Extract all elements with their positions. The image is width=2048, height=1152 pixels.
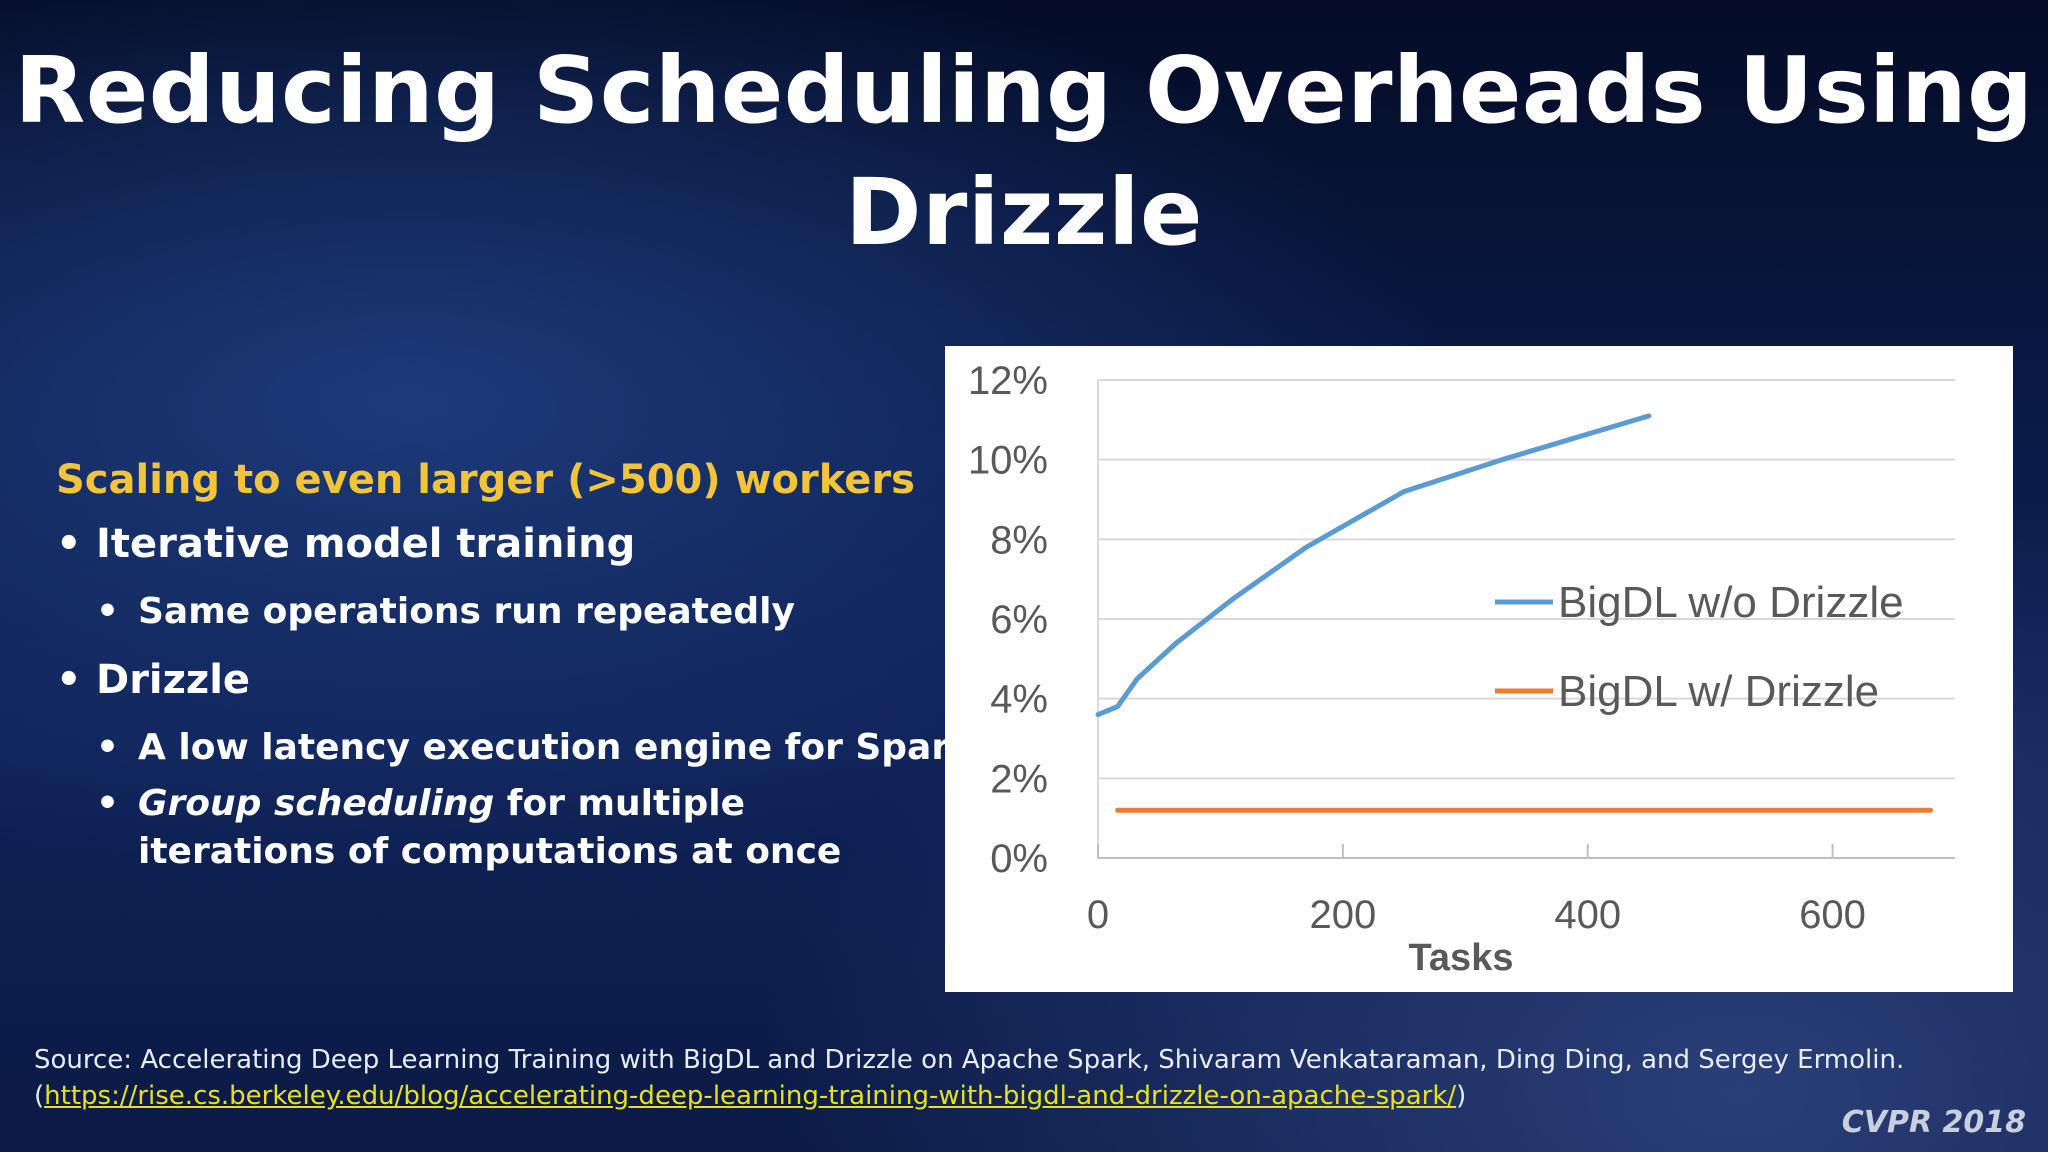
bullet-marker: •	[96, 783, 120, 824]
subbullet-group-scheduling: • Group scheduling for multiple iteratio…	[56, 780, 936, 876]
bullet-text: Drizzle	[96, 657, 251, 703]
y-tick-label: 2%	[990, 757, 1048, 801]
series-lines	[1095, 413, 1933, 813]
source-paren-close: )	[1456, 1081, 1467, 1111]
x-tick-label: 600	[1799, 893, 1866, 937]
bullet-drizzle: • Drizzle	[56, 650, 936, 710]
subbullet-text: Group scheduling for multiple iterations…	[138, 783, 841, 872]
conference-tag: CVPR 2018	[1841, 1105, 2026, 1140]
x-axis-label: Tasks	[1409, 937, 1514, 979]
y-tick-label: 6%	[990, 598, 1048, 642]
x-tick-label: 0	[1087, 893, 1109, 937]
source-link[interactable]: https://rise.cs.berkeley.edu/blog/accele…	[44, 1081, 1457, 1111]
subbullet-text: Same operations run repeatedly	[138, 591, 795, 632]
y-tick-label: 12%	[968, 359, 1048, 403]
subbullet-text: A low latency execution engine for Spark	[138, 727, 974, 768]
bullet-iterative-training: • Iterative model training	[56, 514, 936, 574]
chart-panel: 0% 2% 4% 6% 8% 10% 12% 0 200 400 600 BigDL w/o Dr…	[945, 346, 2013, 992]
bullet-text: Iterative model training	[96, 521, 636, 567]
y-tick-label: 10%	[968, 439, 1048, 483]
y-tick-label: 8%	[990, 518, 1048, 562]
y-tick-labels: 0% 2% 4% 6% 8% 10% 12%	[968, 359, 1048, 881]
x-tick-labels: 0 200 400 600	[1087, 893, 1866, 937]
slide-content: Scaling to even larger (>500) workers • …	[56, 448, 973, 876]
bullet-marker: •	[56, 657, 82, 703]
source-paren-open: (	[34, 1081, 45, 1111]
bullet-marker: •	[96, 727, 120, 768]
subbullet-same-operations: • Same operations run repeatedly	[56, 588, 936, 636]
grid-lines	[1098, 379, 1955, 780]
source-citation: Source: Accelerating Deep Learning Train…	[34, 1042, 2024, 1114]
legend-label: BigDL w/o Drizzle	[1558, 578, 1904, 627]
x-tick-label: 400	[1554, 893, 1621, 937]
series-line	[1095, 413, 1652, 718]
legend-label: BigDL w/ Drizzle	[1558, 667, 1879, 716]
y-tick-label: 0%	[990, 837, 1048, 881]
group-scheduling-term: Group scheduling	[138, 783, 495, 824]
subbullet-low-latency: • A low latency execution engine for Spa…	[56, 724, 973, 772]
y-tick-label: 4%	[990, 678, 1048, 722]
source-text: Source: Accelerating Deep Learning Train…	[34, 1045, 1905, 1075]
legend: BigDL w/o Drizzle BigDL w/ Drizzle	[1495, 578, 1904, 716]
bullet-marker: •	[56, 521, 82, 567]
x-tick-label: 200	[1309, 893, 1376, 937]
subheading: Scaling to even larger (>500) workers	[56, 457, 915, 503]
axes	[1097, 380, 1955, 859]
slide-title: Reducing Scheduling Overheads Using Driz…	[14, 37, 2034, 266]
bullet-marker: •	[96, 591, 120, 632]
line-chart: 0% 2% 4% 6% 8% 10% 12% 0 200 400 600 BigDL w/o Dr…	[968, 359, 1955, 979]
group-scheduling-rest: for multiple iterations of computations …	[138, 783, 842, 872]
